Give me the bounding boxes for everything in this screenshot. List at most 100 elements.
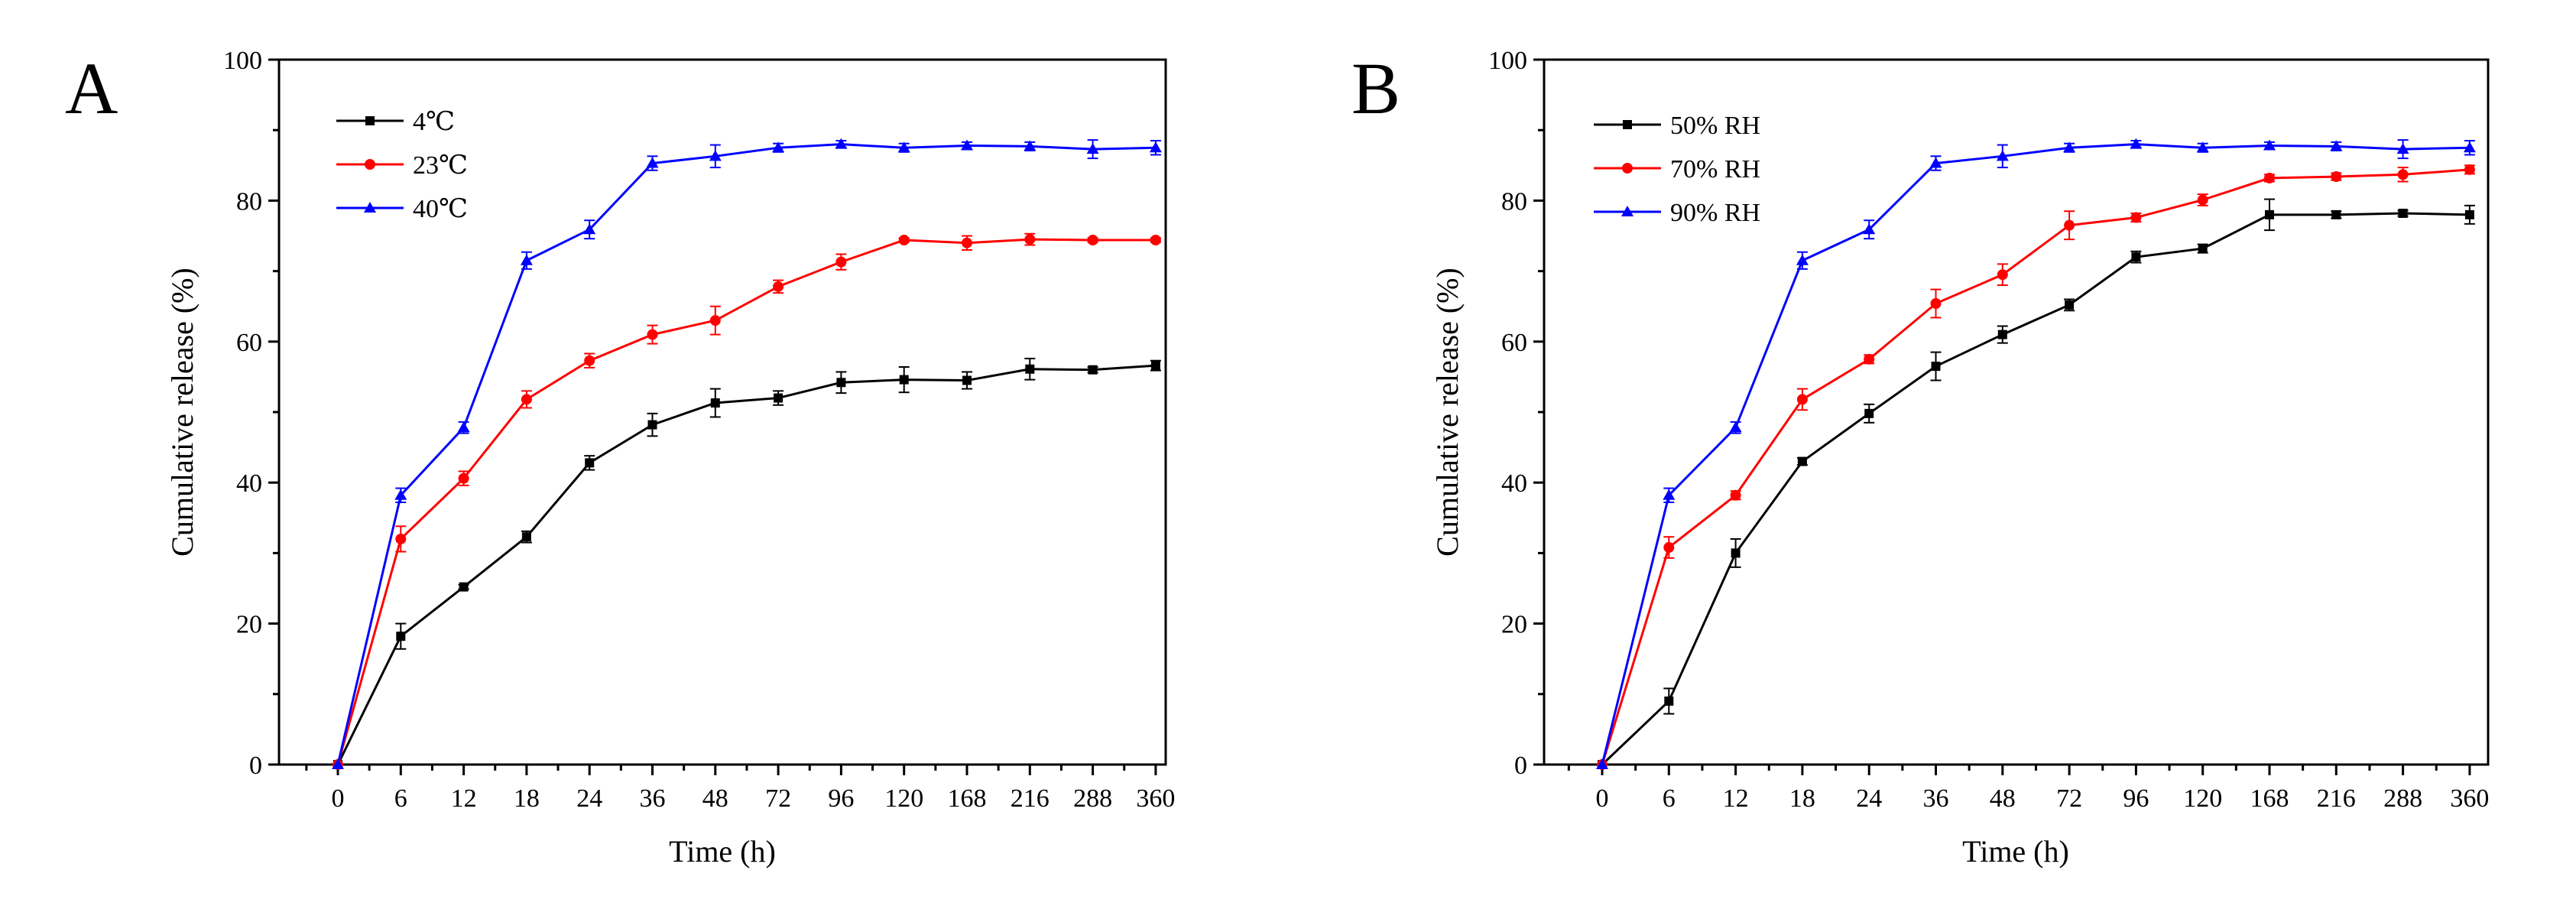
legend: 50% RH 70% RH 90% RH bbox=[1594, 112, 1760, 227]
series-2-point-7 bbox=[2063, 141, 2076, 153]
x-tick-label: 288 bbox=[1073, 784, 1112, 813]
y-tick-label: 0 bbox=[249, 752, 262, 780]
x-tick-label: 18 bbox=[514, 784, 540, 813]
series-2-point-8 bbox=[2130, 138, 2143, 149]
series-1-point-2 bbox=[1730, 489, 1741, 501]
legend-item-0: 4℃ bbox=[336, 108, 455, 136]
plot-frame bbox=[277, 58, 1167, 766]
series-2-point-6 bbox=[1996, 150, 2009, 161]
x-tick-label: 72 bbox=[2056, 784, 2082, 813]
x-tick-label: 168 bbox=[2250, 784, 2289, 813]
y-tick-label: 40 bbox=[1501, 469, 1527, 498]
y-tick-label: 20 bbox=[236, 611, 262, 639]
series-0-line bbox=[336, 364, 1157, 765]
series-0-point-9 bbox=[899, 375, 909, 385]
y-axis-title: Cumulative release (%) bbox=[1430, 268, 1465, 557]
series-2-point-2 bbox=[1729, 421, 1742, 433]
series-0-point-7 bbox=[2065, 300, 2075, 310]
series-2-point-12 bbox=[1086, 143, 1099, 154]
series-1-point-9 bbox=[2197, 194, 2208, 206]
series-0-point-6 bbox=[710, 398, 720, 408]
series-1-point-10 bbox=[962, 237, 972, 248]
legend-swatch-point-0 bbox=[1623, 120, 1632, 129]
legend-item-1: 23℃ bbox=[336, 151, 468, 180]
x-tick-label: 36 bbox=[640, 784, 666, 813]
x-tick-label: 360 bbox=[2450, 784, 2489, 813]
series-2-point-8 bbox=[835, 138, 848, 149]
series-0-point-3 bbox=[521, 532, 531, 542]
series-0 bbox=[333, 357, 1161, 769]
axis-ticks: 0 20 40 60 80 100 0 6 12 18 24 36 48 72 96 120 168 216 288… bbox=[1488, 47, 2489, 813]
series-1-point-8 bbox=[2130, 212, 2142, 223]
y-tick-label: 80 bbox=[236, 187, 262, 216]
y-tick-label: 100 bbox=[1488, 47, 1527, 75]
x-tick-label: 48 bbox=[702, 784, 728, 813]
series-0-point-11 bbox=[1025, 364, 1035, 374]
series-0-point-2 bbox=[1731, 548, 1741, 558]
series-0-point-11 bbox=[2331, 209, 2341, 219]
y-axis-title: Cumulative release (%) bbox=[165, 268, 200, 557]
series-1-point-1 bbox=[395, 533, 407, 544]
legend-swatch-point-0 bbox=[365, 116, 375, 125]
series-2-point-2 bbox=[457, 421, 470, 433]
series-1 bbox=[1597, 164, 2475, 770]
series-2-point-9 bbox=[897, 141, 910, 153]
series-2-line bbox=[336, 143, 1156, 765]
series-2-point-10 bbox=[2263, 139, 2276, 151]
series-2-point-10 bbox=[961, 139, 973, 151]
legend-swatch-point-2 bbox=[364, 202, 376, 213]
legend-label: 23℃ bbox=[413, 151, 468, 180]
x-tick-label: 216 bbox=[2317, 784, 2356, 813]
y-tick-label: 80 bbox=[1501, 187, 1527, 216]
axis-ticks: 0 20 40 60 80 100 0 6 12 18 24 36 48 72 96 120 168 216 288… bbox=[223, 47, 1175, 813]
series-1-point-13 bbox=[2464, 164, 2475, 175]
series-layer bbox=[332, 138, 1162, 770]
legend-swatch-point-1 bbox=[365, 159, 375, 170]
x-tick-label: 18 bbox=[1789, 784, 1815, 813]
x-tick-label: 288 bbox=[2383, 784, 2422, 813]
series-1-point-1 bbox=[1663, 542, 1675, 554]
legend-label: 40℃ bbox=[413, 195, 468, 223]
series-1-point-12 bbox=[1087, 235, 1098, 246]
x-tick-label: 96 bbox=[828, 784, 854, 813]
series-1-point-6 bbox=[709, 315, 721, 326]
x-tick-label: 72 bbox=[765, 784, 791, 813]
series-1-point-6 bbox=[1997, 269, 2008, 281]
series-2-point-13 bbox=[1149, 141, 1162, 153]
series-0-point-1 bbox=[396, 632, 406, 641]
series-0-point-9 bbox=[2198, 244, 2208, 254]
panel-a: A 0 20 40 60 80 100 0 6 12 18 24 36 48 72 96 120 168 216 2… bbox=[65, 47, 1175, 869]
series-1-point-7 bbox=[773, 281, 784, 292]
series-2-point-9 bbox=[2196, 141, 2209, 153]
series-1-point-11 bbox=[2331, 171, 2342, 183]
series-1-point-4 bbox=[584, 355, 595, 366]
series-2-point-5 bbox=[646, 157, 659, 168]
legend-label: 50% RH bbox=[1670, 112, 1760, 140]
x-tick-label: 6 bbox=[394, 784, 407, 813]
legend-swatch-point-2 bbox=[1621, 206, 1634, 216]
series-1-point-11 bbox=[1024, 234, 1036, 245]
series-layer bbox=[1596, 138, 2476, 770]
x-tick-label: 96 bbox=[2123, 784, 2149, 813]
panel-letter: B bbox=[1351, 47, 1400, 129]
series-0-point-10 bbox=[2265, 209, 2274, 219]
series-2-point-5 bbox=[1929, 157, 1942, 168]
x-axis-title: Time (h) bbox=[669, 834, 776, 869]
series-1-point-3 bbox=[1796, 394, 1808, 405]
series-1-line bbox=[336, 238, 1156, 765]
series-1-point-3 bbox=[521, 394, 532, 405]
series-2-point-0 bbox=[1596, 758, 1608, 769]
series-2-point-4 bbox=[1863, 223, 1876, 235]
x-axis-title: Time (h) bbox=[1962, 834, 2069, 869]
x-tick-label: 120 bbox=[884, 784, 923, 813]
series-1-point-12 bbox=[2397, 169, 2409, 180]
series-2-point-7 bbox=[772, 141, 785, 153]
series-2-point-1 bbox=[394, 489, 407, 500]
x-tick-label: 360 bbox=[1136, 784, 1175, 813]
series-1-point-9 bbox=[898, 235, 910, 246]
y-tick-label: 60 bbox=[1501, 329, 1527, 357]
y-tick-label: 20 bbox=[1501, 611, 1527, 639]
x-tick-label: 120 bbox=[2183, 784, 2222, 813]
series-0-point-3 bbox=[1797, 456, 1807, 466]
